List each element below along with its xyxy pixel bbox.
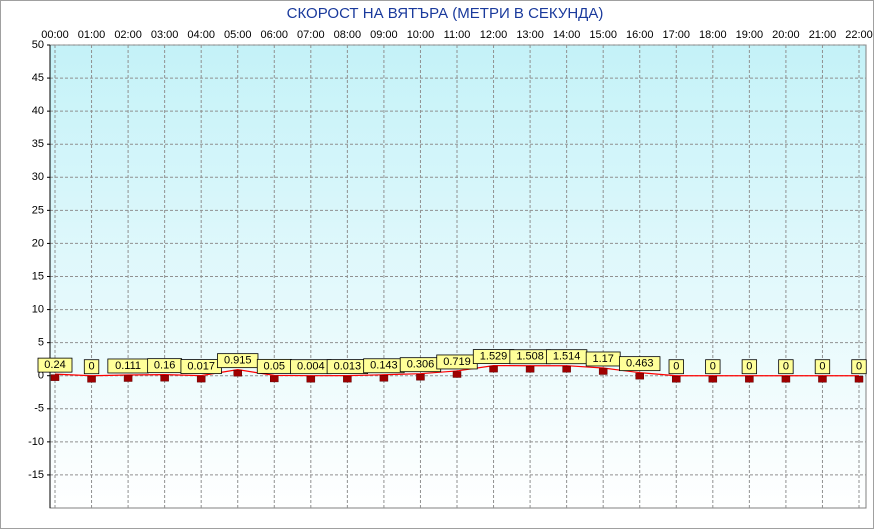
x-tick-label: 04:00 (187, 29, 215, 41)
value-label-box (814, 359, 831, 375)
x-tick-label: 14:00 (553, 29, 581, 41)
value-label: 0 (746, 361, 752, 373)
value-label: 1.514 (553, 351, 581, 363)
value-label: 0 (856, 361, 862, 373)
marker (233, 369, 242, 377)
x-tick-label: 15:00 (589, 29, 617, 41)
x-tick-label: 13:00 (516, 29, 544, 41)
chart-title: СКОРОСТ НА ВЯТЪРА (МЕТРИ В СЕКУНДА) (287, 5, 604, 22)
value-label-box (778, 359, 794, 375)
x-tick-label: 02:00 (114, 29, 142, 41)
x-tick-label: 11:00 (444, 29, 471, 41)
y-tick-label: 30 (32, 171, 44, 183)
marker (562, 365, 571, 373)
marker (123, 375, 133, 382)
x-tick-label: 07:00 (297, 29, 325, 41)
value-label: 0.306 (407, 359, 435, 371)
x-tick-label: 09:00 (370, 29, 398, 41)
marker (781, 375, 791, 383)
y-tick-label: 10 (32, 303, 44, 315)
x-tick-label: 08:00 (334, 29, 362, 41)
x-tick-label: 22:00 (845, 29, 873, 41)
value-label: 0.915 (224, 355, 252, 367)
marker (50, 374, 60, 381)
y-tick-label: -5 (34, 403, 44, 415)
x-tick-label: 03:00 (151, 29, 179, 41)
value-label: 1.529 (480, 351, 508, 363)
x-tick-label: 12:00 (480, 29, 508, 41)
marker (196, 375, 206, 383)
value-label: 0.463 (626, 358, 654, 370)
marker (343, 375, 352, 383)
x-tick-label: 16:00 (626, 29, 654, 41)
marker (270, 375, 279, 383)
x-tick-label: 05:00 (224, 29, 252, 41)
marker (87, 375, 96, 383)
marker (160, 374, 169, 382)
value-label: 0.004 (297, 361, 325, 373)
y-tick-label: 20 (32, 237, 44, 249)
value-label-box (705, 359, 721, 375)
value-label: 0.013 (334, 361, 362, 373)
marker (745, 375, 754, 383)
marker (854, 375, 864, 383)
x-tick-label: 17:00 (663, 29, 691, 41)
marker (489, 365, 498, 373)
value-label: 0.111 (115, 360, 141, 372)
marker (672, 375, 681, 383)
series-line (54, 365, 859, 377)
y-tick-label: 40 (32, 105, 44, 117)
value-label-box (851, 359, 867, 375)
value-label: 0 (88, 361, 94, 373)
marker (635, 372, 644, 380)
y-tick-label: 15 (32, 270, 44, 282)
marker (708, 375, 718, 383)
x-tick-label: 00:00 (41, 29, 69, 41)
value-label: 0.719 (443, 356, 471, 368)
x-tick-label: 18:00 (699, 29, 727, 41)
marker (452, 371, 462, 378)
marker (525, 365, 535, 373)
value-label: 0 (710, 361, 716, 373)
x-tick-label: 19:00 (736, 29, 764, 41)
value-label-box (668, 359, 684, 375)
marker (416, 373, 425, 381)
marker (379, 375, 389, 382)
value-label-box (741, 359, 758, 375)
value-label: 0.017 (187, 361, 215, 373)
x-tick-label: 21:00 (809, 29, 837, 41)
y-tick-label: 5 (38, 337, 44, 349)
value-label: 0.143 (370, 360, 398, 372)
marker (818, 375, 827, 383)
x-tick-label: 10:00 (407, 29, 435, 41)
y-tick-label: -10 (28, 436, 44, 448)
value-label-box (619, 356, 661, 372)
marker (598, 368, 608, 375)
value-label: 0.16 (154, 360, 175, 372)
value-label: 1.508 (516, 351, 544, 363)
value-label: 1.17 (592, 353, 613, 365)
y-tick-label: 0 (38, 370, 44, 382)
value-label: 0.05 (264, 360, 285, 372)
x-tick-label: 06:00 (261, 29, 289, 41)
marker (306, 375, 316, 383)
value-label: 0 (819, 361, 825, 373)
x-tick-label: 01:00 (78, 29, 106, 41)
y-tick-label: -15 (28, 469, 44, 481)
y-tick-label: 25 (32, 204, 44, 216)
value-label: 0 (783, 361, 789, 373)
value-label: 0 (673, 361, 679, 373)
value-label-box (83, 359, 100, 375)
value-label-box (37, 357, 73, 373)
y-tick-label: 35 (32, 138, 44, 150)
value-label: 0.24 (44, 359, 65, 371)
y-tick-label: 45 (32, 72, 44, 84)
x-tick-label: 20:00 (772, 29, 800, 41)
y-tick-label: 50 (32, 39, 44, 51)
